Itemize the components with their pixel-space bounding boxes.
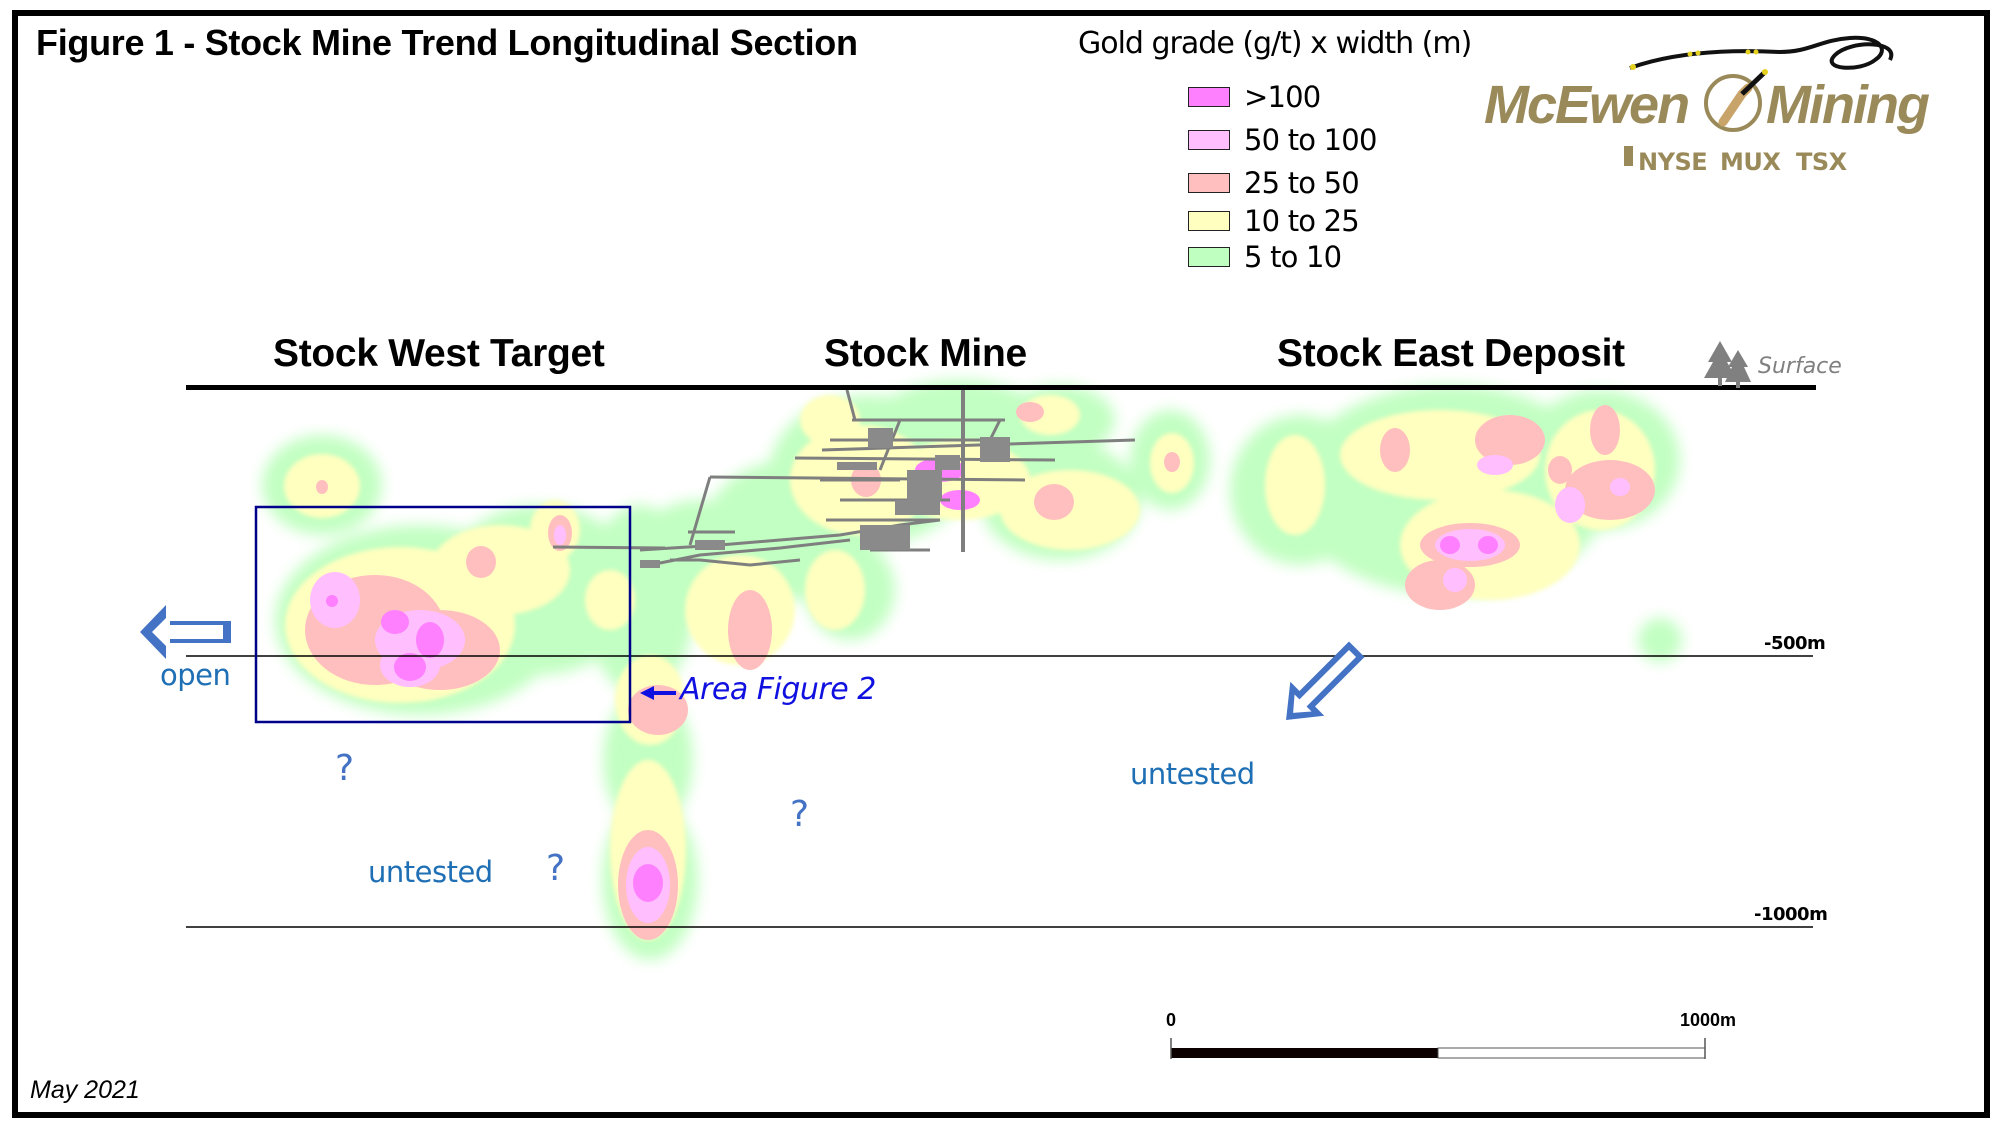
logo-exchange-nyse: NYSE (1638, 148, 1708, 176)
logo-text-mcewen: McEwen (1484, 75, 1690, 135)
figure-title: Figure 1 - Stock Mine Trend Longitudinal… (36, 22, 858, 63)
logo-exchange-tsx: TSX (1796, 148, 1847, 176)
figure-date: May 2021 (30, 1076, 140, 1104)
legend-swatch (1188, 211, 1230, 231)
question-mark-3: ? (790, 794, 810, 835)
depth-label-500m: -500m (1764, 633, 1826, 654)
legend-swatch (1188, 173, 1230, 193)
scale-label-end: 1000m (1680, 1010, 1737, 1030)
legend-item-25-50: 25 to 50 (1188, 166, 1360, 200)
stope-blocks (640, 428, 1010, 568)
lasso-icon (1629, 35, 1894, 132)
legend-label: 5 to 10 (1244, 240, 1342, 274)
legend-item-50-100: 50 to 100 (1188, 123, 1377, 157)
untested-arrow-icon (1286, 641, 1365, 720)
logo-ticker: MUX (1720, 148, 1781, 176)
legend-item-10-25: 10 to 25 (1188, 204, 1360, 238)
mcewen-mining-logo: McEwen Mining NYSE MUX TSX (1480, 30, 1980, 200)
legend-swatch (1188, 130, 1230, 150)
label-area-figure-2: Area Figure 2 (680, 672, 876, 707)
label-untested-left: untested (368, 855, 493, 889)
legend-title: Gold grade (g/t) x width (m) (1078, 26, 1472, 61)
legend-item-gt100: >100 (1188, 80, 1321, 114)
legend-label: 25 to 50 (1244, 166, 1360, 200)
legend-label: >100 (1244, 80, 1321, 114)
legend-swatch (1188, 87, 1230, 107)
figure-frame (12, 10, 1990, 1118)
label-stock-mine: Stock Mine (824, 332, 1027, 375)
label-open: open (160, 658, 231, 692)
label-surface: Surface (1758, 354, 1842, 379)
scale-label-start: 0 (1166, 1010, 1177, 1030)
legend-swatch (1188, 247, 1230, 267)
question-mark-2: ? (546, 848, 566, 889)
tree-icon (1704, 341, 1751, 388)
scale-bar (1170, 1038, 1706, 1059)
label-stock-east-deposit: Stock East Deposit (1277, 332, 1625, 375)
legend-label: 10 to 25 (1244, 204, 1360, 238)
question-mark-1: ? (335, 748, 355, 789)
legend-label: 50 to 100 (1244, 123, 1377, 157)
area-figure-2-box (254, 505, 632, 724)
legend-item-5-10: 5 to 10 (1188, 240, 1342, 274)
label-stock-west-target: Stock West Target (273, 332, 605, 375)
nyse-mark-icon (1624, 146, 1633, 166)
logo-text-mining: Mining (1766, 75, 1930, 135)
label-untested-right: untested (1130, 757, 1255, 791)
depth-label-1000m: -1000m (1754, 904, 1828, 925)
